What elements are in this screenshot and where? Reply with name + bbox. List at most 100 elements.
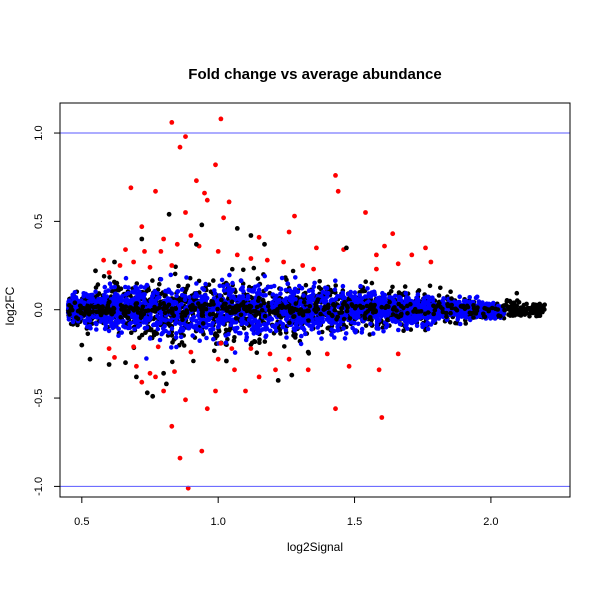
point-black — [267, 309, 273, 315]
point-black — [241, 306, 247, 312]
point-blue — [179, 287, 185, 292]
point-red — [131, 259, 137, 265]
point-blue — [263, 326, 269, 332]
point-blue — [332, 335, 337, 340]
point-black — [511, 311, 517, 317]
point-blue — [70, 292, 75, 298]
point-blue — [102, 326, 108, 332]
point-black — [275, 378, 281, 383]
point-black — [70, 307, 75, 313]
point-black — [106, 300, 111, 306]
point-black — [194, 241, 199, 247]
point-black — [427, 283, 433, 289]
point-black — [199, 222, 205, 228]
point-blue — [152, 288, 158, 294]
point-black — [363, 279, 369, 285]
point-black — [212, 348, 217, 354]
point-black — [402, 284, 408, 289]
point-black — [213, 331, 218, 336]
point-black — [411, 309, 416, 314]
point-blue — [251, 331, 257, 336]
point-black — [344, 245, 349, 251]
y-axis-label: log2FC — [3, 286, 17, 325]
point-black — [495, 307, 501, 312]
point-blue — [283, 287, 289, 293]
point-blue — [250, 287, 256, 293]
point-black — [111, 310, 116, 315]
point-black — [449, 305, 455, 311]
point-black — [134, 374, 139, 380]
point-black — [287, 320, 292, 326]
point-red — [346, 363, 352, 369]
chart-title: Fold change vs average abundance — [188, 66, 441, 83]
point-black — [251, 265, 257, 271]
point-blue — [297, 283, 302, 289]
point-black — [471, 303, 476, 308]
point-blue — [107, 281, 113, 287]
point-black — [365, 309, 371, 314]
point-black — [331, 302, 337, 307]
point-blue — [127, 298, 132, 304]
point-black — [387, 299, 392, 305]
point-blue — [262, 322, 267, 327]
point-blue — [377, 318, 382, 323]
point-black — [318, 311, 323, 317]
point-blue — [329, 332, 334, 337]
point-black — [248, 342, 254, 347]
point-blue — [193, 318, 199, 324]
point-black — [316, 285, 322, 290]
point-blue — [223, 333, 229, 338]
point-blue — [396, 327, 401, 333]
point-black — [408, 301, 413, 307]
point-black — [219, 297, 224, 303]
point-red — [147, 370, 153, 376]
point-blue — [376, 326, 381, 331]
point-blue — [212, 291, 218, 296]
point-blue — [403, 296, 409, 302]
point-blue — [163, 288, 168, 294]
point-red — [314, 245, 319, 251]
point-black — [289, 305, 295, 311]
point-blue — [102, 284, 108, 290]
point-black — [79, 342, 85, 348]
point-blue — [341, 326, 346, 331]
plot-area: 0.5 1.0 1.5 2.0 -1.0 -0.5 0.0 0.5 1.0 — [33, 102, 571, 528]
point-black — [255, 298, 261, 304]
point-black — [241, 267, 246, 273]
point-blue — [414, 295, 419, 301]
point-blue — [154, 320, 160, 325]
point-black — [158, 301, 163, 307]
point-blue — [180, 328, 186, 333]
point-blue — [316, 330, 322, 336]
point-blue — [295, 289, 301, 295]
point-blue — [278, 286, 284, 292]
point-black — [86, 306, 91, 312]
point-blue — [179, 301, 184, 307]
point-blue — [169, 345, 174, 350]
point-black — [467, 310, 473, 316]
point-red — [112, 355, 117, 360]
point-blue — [324, 286, 330, 291]
point-blue — [201, 287, 207, 292]
point-black — [372, 302, 377, 308]
point-black — [119, 303, 124, 308]
point-black — [161, 370, 167, 376]
point-blue — [217, 283, 223, 289]
point-black — [85, 331, 91, 337]
point-blue — [289, 293, 295, 299]
point-blue — [357, 293, 363, 298]
point-black — [416, 288, 422, 293]
point-black — [471, 315, 476, 320]
point-blue — [311, 284, 317, 290]
point-black — [118, 315, 123, 320]
point-black — [172, 271, 178, 277]
point-red — [169, 120, 175, 125]
point-blue — [125, 325, 131, 331]
point-black — [474, 308, 480, 314]
point-black — [166, 321, 171, 327]
point-red — [106, 270, 112, 275]
point-black — [104, 305, 110, 311]
point-black — [514, 290, 520, 296]
point-blue — [404, 322, 409, 327]
